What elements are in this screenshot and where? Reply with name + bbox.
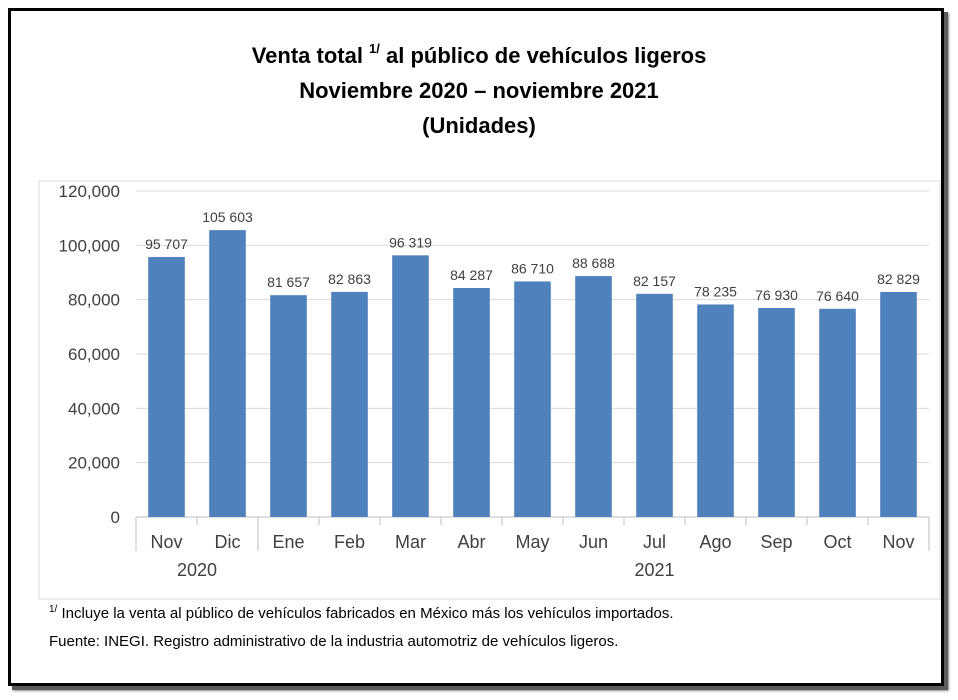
bar bbox=[636, 293, 673, 517]
y-tick-label: 100,000 bbox=[59, 236, 120, 255]
footnote: 1/ Incluye la venta al público de vehícu… bbox=[49, 605, 674, 623]
bar bbox=[819, 308, 856, 517]
data-label: 82 157 bbox=[633, 273, 676, 289]
x-tick-label: Sep bbox=[760, 532, 792, 552]
bar bbox=[392, 255, 429, 518]
data-label: 82 829 bbox=[877, 271, 920, 287]
title-text-start: Venta total bbox=[251, 43, 370, 68]
y-tick-label: 20,000 bbox=[68, 454, 120, 473]
chart-title-line-2: Noviembre 2020 – noviembre 2021 bbox=[299, 78, 659, 103]
bar bbox=[331, 291, 368, 517]
bar bbox=[209, 230, 246, 517]
chart-frame: Venta total 1/ al público de vehículos l… bbox=[8, 8, 944, 686]
x-tick-label: Nov bbox=[150, 532, 182, 552]
y-tick-label: 120,000 bbox=[59, 182, 120, 201]
x-tick-label: May bbox=[515, 532, 549, 552]
x-tick-label: Dic bbox=[215, 532, 241, 552]
year-label: 2021 bbox=[634, 560, 674, 580]
x-tick-label: Jul bbox=[643, 532, 666, 552]
bar bbox=[880, 291, 917, 517]
data-label: 88 688 bbox=[572, 255, 615, 271]
footnote-text: Incluye la venta al público de vehículos… bbox=[57, 605, 674, 622]
bar-chart: 0 20,000 40,000 60,000 80,000 100,000 120,000 9… bbox=[38, 180, 941, 600]
x-tick-label: Jun bbox=[579, 532, 608, 552]
x-tick-label: Mar bbox=[395, 532, 426, 552]
data-label: 86 710 bbox=[511, 260, 554, 276]
x-tick-label: Ene bbox=[272, 532, 304, 552]
data-label: 81 657 bbox=[267, 274, 310, 290]
year-label: 2020 bbox=[177, 560, 217, 580]
data-label: 105 603 bbox=[202, 209, 253, 225]
bar bbox=[148, 256, 185, 517]
bar bbox=[758, 308, 795, 517]
source-note: Fuente: INEGI. Registro administrativo d… bbox=[49, 633, 619, 650]
y-tick-label: 0 bbox=[111, 508, 120, 527]
data-label: 84 287 bbox=[450, 267, 493, 283]
y-tick-label: 80,000 bbox=[68, 291, 120, 310]
bar bbox=[514, 281, 551, 517]
data-label: 82 863 bbox=[328, 271, 371, 287]
title-superscript: 1/ bbox=[369, 40, 380, 56]
x-tick-label: Nov bbox=[882, 532, 914, 552]
x-tick-label: Abr bbox=[457, 532, 485, 552]
data-label: 96 319 bbox=[389, 234, 432, 250]
y-tick-label: 60,000 bbox=[68, 345, 120, 364]
data-label: 76 640 bbox=[816, 288, 859, 304]
data-label: 95 707 bbox=[145, 236, 188, 252]
y-tick-label: 40,000 bbox=[68, 399, 120, 418]
bar bbox=[575, 276, 612, 517]
x-tick-label: Oct bbox=[823, 532, 851, 552]
title-text-end: al público de vehículos ligeros bbox=[379, 43, 707, 68]
bar bbox=[453, 288, 490, 517]
x-tick-label: Ago bbox=[699, 532, 731, 552]
footnote-superscript: 1/ bbox=[49, 604, 58, 615]
data-label: 76 930 bbox=[755, 287, 798, 303]
data-label: 78 235 bbox=[694, 283, 737, 299]
bar bbox=[270, 295, 307, 517]
chart-title-line-1: Venta total 1/ al público de vehículos l… bbox=[11, 40, 947, 69]
bar bbox=[697, 304, 734, 517]
chart-title-line-3: (Unidades) bbox=[422, 113, 536, 138]
x-tick-label: Feb bbox=[334, 532, 365, 552]
